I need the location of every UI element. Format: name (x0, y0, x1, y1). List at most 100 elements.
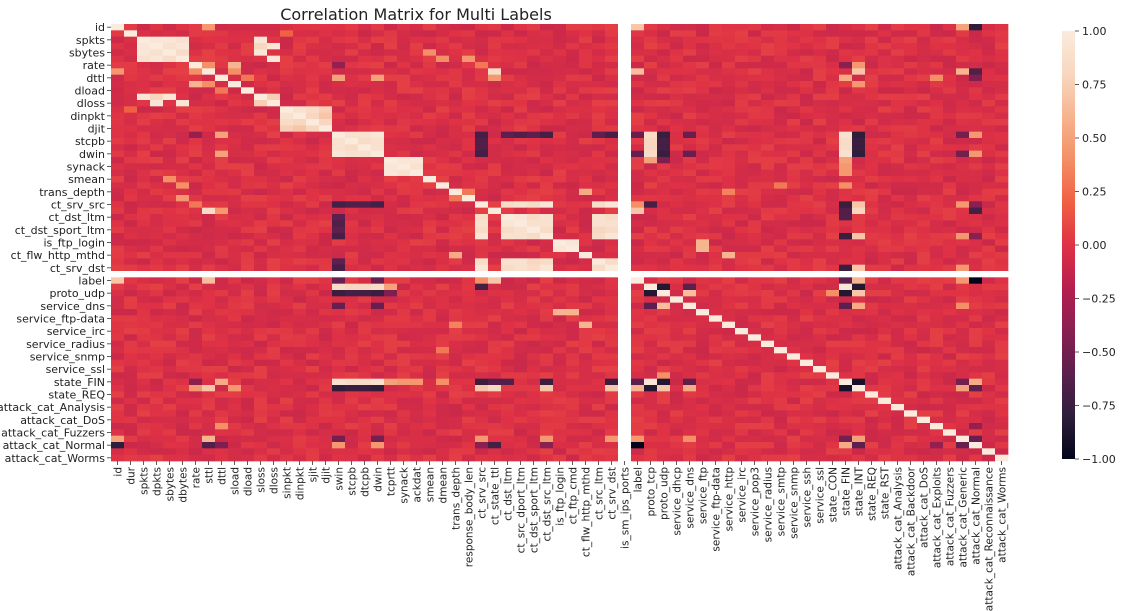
heatmap-cell (436, 93, 450, 101)
heatmap-cell (579, 448, 593, 456)
heatmap-cell (319, 391, 333, 399)
heatmap-cell (202, 163, 216, 171)
heatmap-cell (761, 233, 775, 240)
heatmap-cell (774, 385, 788, 392)
heatmap-cell (748, 43, 762, 50)
heatmap-cell (813, 340, 827, 348)
heatmap-cell (176, 81, 190, 88)
heatmap-cell (995, 448, 1009, 456)
heatmap-cell (553, 93, 567, 101)
heatmap-cell (280, 125, 294, 133)
heatmap-cell (501, 315, 515, 323)
heatmap-cell (735, 353, 749, 361)
heatmap-cell (241, 30, 255, 38)
heatmap-cell (397, 264, 411, 272)
heatmap-cell (254, 24, 268, 31)
heatmap-cell (462, 188, 476, 196)
heatmap-cell (228, 112, 242, 120)
heatmap-cell (306, 321, 320, 329)
heatmap-cell (254, 207, 268, 215)
heatmap-cell (267, 207, 281, 215)
heatmap-cell (137, 93, 151, 101)
heatmap-cell (605, 442, 619, 449)
heatmap-cell (527, 68, 541, 76)
heatmap-cell (319, 290, 333, 297)
heatmap-cell (384, 74, 398, 82)
heatmap-cell (878, 30, 892, 38)
heatmap-cell (553, 24, 567, 31)
heatmap-cell (553, 454, 567, 462)
heatmap-cell (878, 258, 892, 266)
heatmap-cell (657, 410, 671, 418)
heatmap-cell (917, 182, 931, 190)
heatmap-cell (371, 157, 385, 164)
heatmap-cell (826, 410, 840, 418)
heatmap-cell (943, 62, 957, 69)
heatmap-cell (397, 93, 411, 101)
heatmap-cell (501, 296, 515, 304)
heatmap-cell (657, 340, 671, 348)
x-tick-label: ct_flw_http_mthd (581, 467, 593, 557)
heatmap-cell (826, 100, 840, 107)
heatmap-cell (995, 176, 1009, 183)
heatmap-cell (202, 157, 216, 164)
heatmap-cell (969, 74, 983, 82)
heatmap-cell (163, 169, 177, 177)
heatmap-cell (150, 207, 164, 215)
heatmap-cell (111, 404, 125, 411)
heatmap-cell (891, 150, 905, 158)
heatmap-cell (514, 252, 528, 259)
heatmap-cell (475, 385, 489, 392)
heatmap-cell (462, 220, 476, 228)
heatmap-cell (527, 112, 541, 120)
heatmap-cell (956, 372, 970, 380)
heatmap-cell (722, 277, 736, 285)
heatmap-cell (657, 201, 671, 209)
heatmap-cell (527, 391, 541, 399)
heatmap-cell (488, 435, 502, 443)
heatmap-cell (956, 214, 970, 221)
heatmap-cell (163, 410, 177, 418)
heatmap-cell (189, 454, 203, 462)
heatmap-cell (124, 176, 138, 183)
heatmap-cell (787, 283, 801, 291)
heatmap-cell (995, 416, 1009, 424)
heatmap-cell (722, 315, 736, 323)
heatmap-cell (839, 435, 853, 443)
heatmap-cell (644, 372, 658, 380)
heatmap-cell (410, 416, 424, 424)
heatmap-cell (306, 334, 320, 342)
heatmap-cell (956, 454, 970, 462)
heatmap-cell (605, 277, 619, 285)
heatmap-cell (995, 74, 1009, 82)
heatmap-cell (917, 74, 931, 82)
heatmap-cell (514, 68, 528, 76)
heatmap-cell (995, 43, 1009, 50)
heatmap-cell (956, 252, 970, 259)
heatmap-cell (124, 87, 138, 95)
heatmap-cell (852, 442, 866, 449)
heatmap-cell (644, 62, 658, 69)
x-tick-label: sttl (204, 467, 216, 484)
heatmap-cell (839, 264, 853, 272)
heatmap-cell (345, 448, 359, 456)
heatmap-cell (280, 49, 294, 57)
heatmap-cell (995, 315, 1009, 323)
heatmap-cell (202, 188, 216, 196)
heatmap-cell (930, 106, 944, 114)
heatmap-cell (202, 226, 216, 234)
heatmap-cell (800, 245, 814, 253)
heatmap-cell (631, 30, 645, 38)
heatmap-cell (423, 182, 437, 190)
heatmap-cell (163, 271, 177, 278)
heatmap-cell (332, 442, 346, 449)
heatmap-cell (748, 125, 762, 133)
heatmap-cell (904, 385, 918, 392)
heatmap-cell (436, 448, 450, 456)
heatmap-cell (228, 366, 242, 373)
heatmap-cell (306, 195, 320, 202)
heatmap-cell (215, 397, 229, 405)
heatmap-cell (215, 169, 229, 177)
heatmap-cell (202, 302, 216, 310)
heatmap-cell (358, 195, 372, 202)
